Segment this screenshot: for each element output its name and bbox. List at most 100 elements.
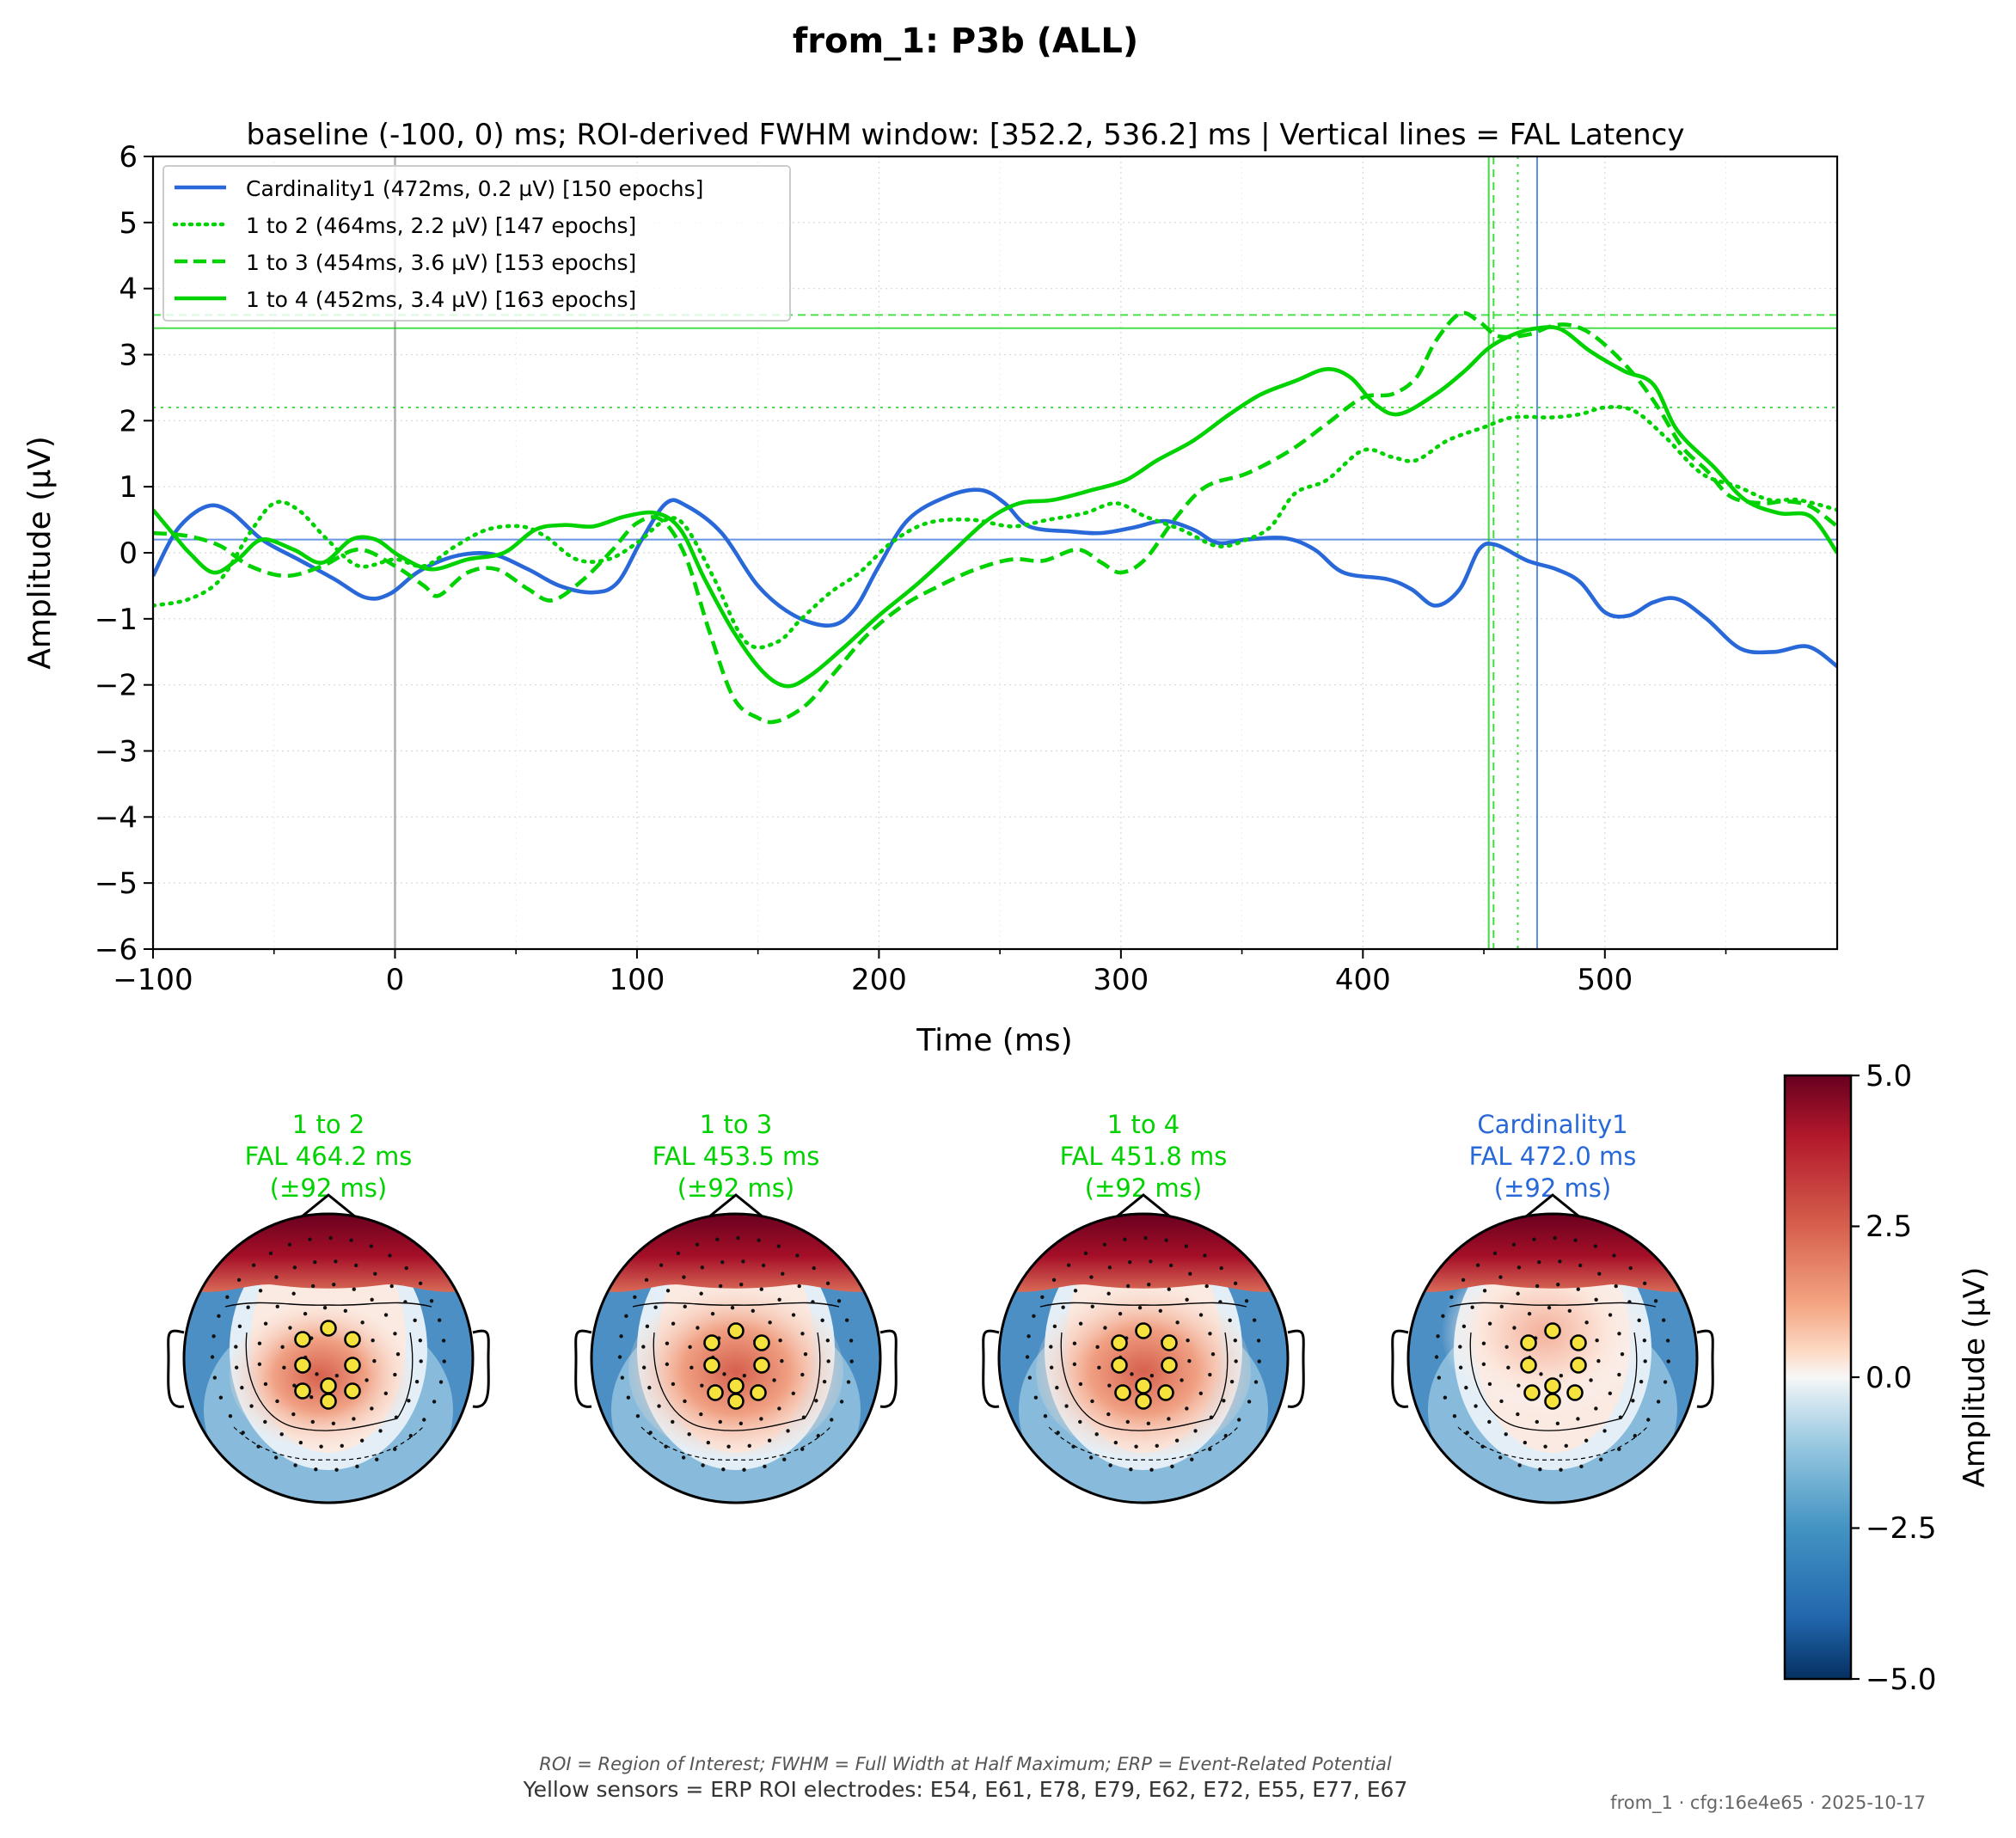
electrode-dot: [1027, 1375, 1033, 1380]
electrode-dot: [665, 1341, 670, 1345]
electrode-dot: [626, 1395, 631, 1400]
electrode-dot: [648, 1431, 653, 1435]
electrode-dot: [1599, 1457, 1603, 1461]
electrode-dot: [1055, 1385, 1059, 1390]
electrode-dot: [1107, 1265, 1112, 1270]
electrode-dot: [782, 1457, 787, 1461]
electrode-dot: [742, 1467, 746, 1472]
electrode-dot: [1558, 1259, 1562, 1264]
electrode-dot: [1170, 1464, 1174, 1468]
warm-center: [628, 1285, 843, 1457]
electrode-dot: [218, 1395, 224, 1400]
electrode-dot: [1567, 1308, 1572, 1313]
electrode-dot: [849, 1359, 854, 1363]
topomap-title-line2: FAL 453.5 ms: [653, 1142, 820, 1171]
electrode-dot: [1595, 1338, 1599, 1343]
electrode-dot: [671, 1321, 676, 1326]
electrode-dot: [1223, 1433, 1228, 1438]
electrode-dot: [246, 1305, 250, 1309]
electrode-dot: [349, 1238, 353, 1242]
electrode-dot: [1523, 1440, 1528, 1445]
colorbar-tick-label: −5.0: [1866, 1663, 1937, 1697]
electrode-dot: [1608, 1313, 1613, 1317]
electrode-dot: [1071, 1444, 1075, 1449]
electrode-dot: [1252, 1318, 1257, 1322]
electrode-dot: [768, 1320, 772, 1325]
roi-sensor-marker: [294, 1331, 311, 1348]
electrode-dot: [1596, 1358, 1601, 1363]
contour-line: [224, 1302, 432, 1308]
electrode-dot: [234, 1365, 239, 1369]
electrode-dot: [1180, 1378, 1184, 1382]
head-outline: [182, 1212, 475, 1504]
electrode-dot: [776, 1244, 781, 1248]
electrode-dot: [291, 1412, 296, 1417]
electrode-dot: [1628, 1265, 1633, 1271]
series-line-2: [153, 310, 1837, 725]
y-tick-label: −5: [95, 867, 138, 901]
electrode-dot: [676, 1251, 681, 1256]
electrode-dot: [1113, 1440, 1118, 1445]
electrode-dot: [403, 1300, 407, 1304]
y-tick-label: −2: [95, 669, 138, 703]
electrode-dot: [1492, 1251, 1498, 1256]
electrode-dot: [1167, 1287, 1171, 1291]
electrode-dot: [1661, 1318, 1666, 1322]
roi-sensor-marker: [1520, 1334, 1537, 1351]
electrode-dot: [383, 1313, 389, 1317]
electrode-dot: [1149, 1373, 1155, 1378]
electrode-dot: [726, 1444, 731, 1449]
contour-line: [245, 1332, 414, 1431]
electrode-dot: [786, 1429, 790, 1433]
electrode-dot: [298, 1440, 303, 1445]
x-tick-label: 300: [1093, 963, 1149, 997]
electrode-dot: [413, 1318, 417, 1323]
electrode-dot: [730, 1305, 735, 1310]
electrode-dot: [280, 1345, 285, 1350]
electrode-dot: [844, 1318, 849, 1322]
electrode-dot: [365, 1378, 369, 1382]
electrode-dot: [1094, 1432, 1099, 1437]
y-axis-label: Amplitude (µV): [22, 436, 58, 670]
roi-sensor-marker: [344, 1382, 361, 1400]
electrode-dot: [372, 1358, 377, 1363]
electrode-dot: [721, 1467, 726, 1472]
electrode-dot: [1218, 1300, 1222, 1304]
electrode-dot: [1539, 1372, 1543, 1376]
electrode-dot: [791, 1391, 796, 1395]
electrode-dot: [682, 1275, 686, 1279]
electrode-dot: [1175, 1320, 1180, 1325]
topomap-title-line3: (±92 ms): [270, 1173, 387, 1203]
electrode-dot: [665, 1362, 670, 1367]
footer-roi-electrodes: Yellow sensors = ERP ROI electrodes: E54…: [523, 1777, 1408, 1802]
electrode-dot: [1078, 1321, 1083, 1326]
roi-sensor-marker: [344, 1357, 361, 1374]
electrode-dot: [1437, 1375, 1442, 1380]
electrode-dot: [334, 1259, 338, 1264]
electrode-dot: [795, 1253, 800, 1258]
electrode-dot: [1481, 1341, 1486, 1345]
electrode-dot: [1125, 1284, 1131, 1289]
y-tick-label: −4: [95, 800, 138, 835]
colorbar-tick-label: −2.5: [1866, 1511, 1937, 1546]
electrode-dot: [1639, 1379, 1644, 1384]
topomap-title-line2: FAL 472.0 ms: [1469, 1142, 1637, 1171]
electrode-dot: [695, 1242, 700, 1247]
electrode-dot: [1589, 1378, 1593, 1382]
electrode-dot: [644, 1277, 649, 1283]
electrode-dot: [360, 1320, 365, 1325]
electrode-dot: [1576, 1287, 1580, 1291]
electrode-dot: [315, 1372, 319, 1376]
electrode-dot: [340, 1443, 344, 1449]
electrode-dot: [1208, 1372, 1212, 1377]
x-axis-label: Time (ms): [916, 1023, 1072, 1058]
electrode-dot: [1033, 1395, 1039, 1400]
electrode-dot: [811, 1300, 815, 1304]
electrode-dot: [1556, 1283, 1560, 1287]
electrode-dot: [279, 1432, 284, 1437]
electrode-dot: [645, 1324, 650, 1329]
electrode-dot: [1559, 1373, 1564, 1378]
x-tick-label: 400: [1335, 963, 1391, 997]
electrode-dot: [310, 1284, 316, 1289]
electrode-dot: [1125, 1419, 1130, 1424]
